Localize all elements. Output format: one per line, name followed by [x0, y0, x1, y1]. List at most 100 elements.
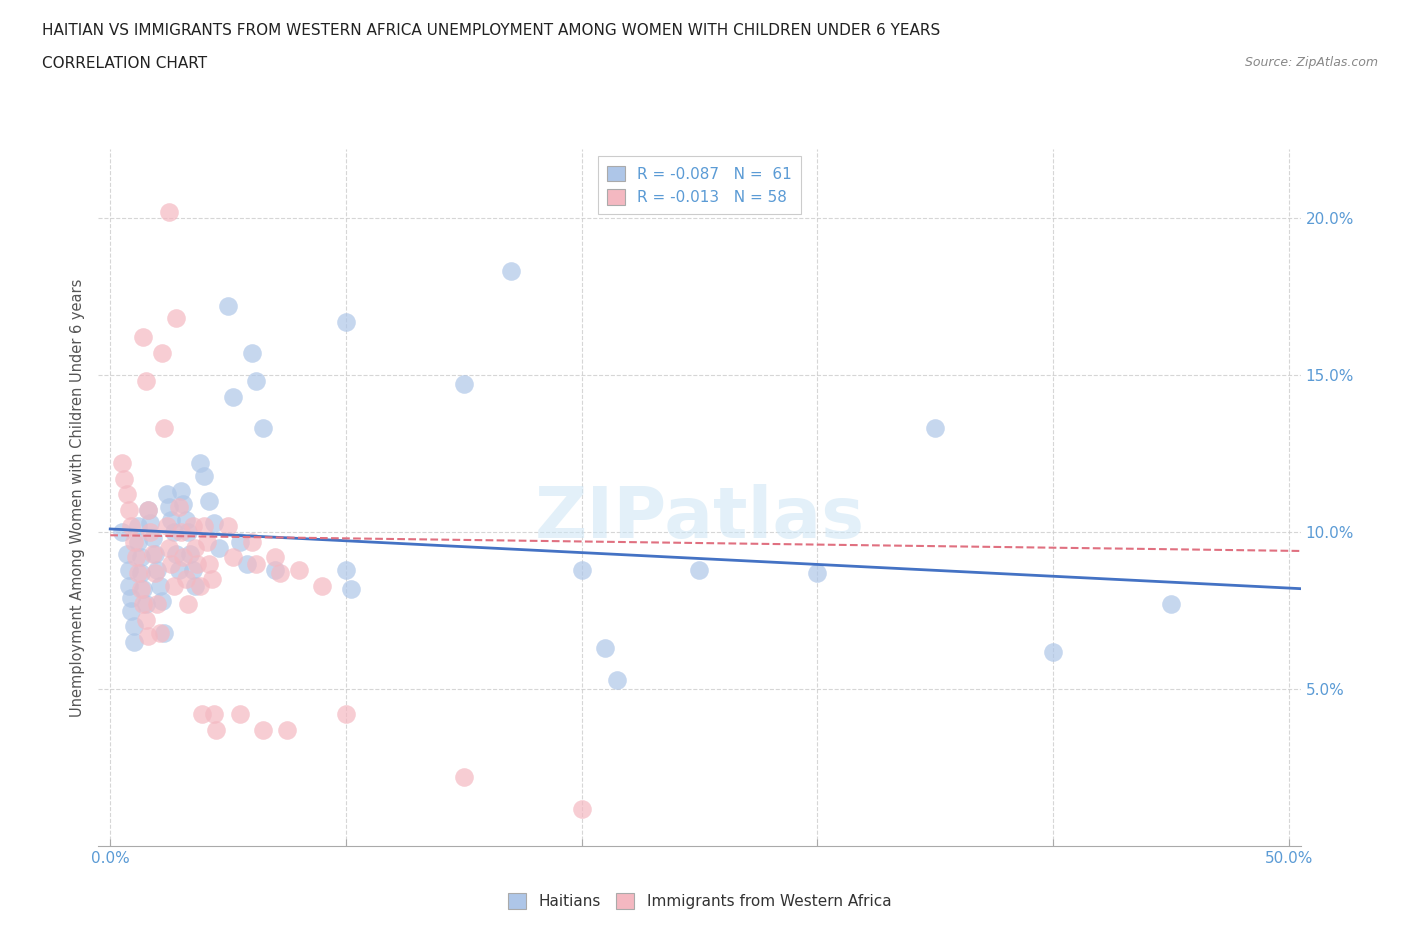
- Point: [1042, 644, 1064, 659]
- Point: [115, 487, 138, 502]
- Point: [198, 556, 221, 571]
- Point: [217, 518, 239, 533]
- Point: [128, 565, 150, 580]
- Point: [120, 518, 142, 533]
- Point: [172, 497, 194, 512]
- Point: [252, 421, 274, 436]
- Point: [112, 472, 135, 486]
- Point: [208, 540, 231, 555]
- Point: [202, 515, 225, 530]
- Point: [160, 556, 183, 571]
- Point: [142, 531, 165, 546]
- Point: [924, 421, 946, 436]
- Point: [139, 525, 162, 539]
- Point: [111, 525, 134, 539]
- Point: [571, 801, 593, 816]
- Point: [335, 707, 357, 722]
- Point: [136, 503, 159, 518]
- Point: [128, 534, 150, 549]
- Point: [177, 525, 200, 539]
- Point: [202, 707, 225, 722]
- Point: [222, 390, 245, 405]
- Point: [135, 374, 157, 389]
- Point: [156, 518, 179, 533]
- Point: [150, 346, 173, 361]
- Point: [236, 556, 259, 571]
- Point: [150, 593, 173, 608]
- Point: [229, 534, 252, 549]
- Point: [146, 597, 169, 612]
- Point: [111, 456, 134, 471]
- Point: [132, 597, 155, 612]
- Text: Source: ZipAtlas.com: Source: ZipAtlas.com: [1244, 56, 1378, 69]
- Point: [200, 572, 222, 587]
- Point: [143, 565, 166, 580]
- Point: [165, 311, 187, 325]
- Point: [118, 503, 141, 518]
- Point: [129, 565, 152, 580]
- Point: [193, 468, 215, 483]
- Point: [217, 299, 239, 313]
- Point: [245, 374, 267, 389]
- Point: [689, 563, 711, 578]
- Text: CORRELATION CHART: CORRELATION CHART: [42, 56, 207, 71]
- Point: [571, 563, 593, 578]
- Point: [170, 525, 193, 539]
- Point: [287, 563, 309, 578]
- Point: [157, 205, 180, 219]
- Point: [160, 512, 183, 527]
- Point: [129, 581, 152, 596]
- Point: [181, 518, 204, 533]
- Point: [149, 625, 172, 640]
- Point: [118, 563, 141, 578]
- Point: [240, 346, 263, 361]
- Point: [276, 723, 298, 737]
- Point: [188, 578, 211, 593]
- Point: [188, 456, 211, 471]
- Point: [122, 619, 145, 634]
- Text: ZIPatlas: ZIPatlas: [534, 484, 865, 553]
- Text: HAITIAN VS IMMIGRANTS FROM WESTERN AFRICA UNEMPLOYMENT AMONG WOMEN WITH CHILDREN: HAITIAN VS IMMIGRANTS FROM WESTERN AFRIC…: [42, 23, 941, 38]
- Point: [165, 547, 187, 562]
- Point: [156, 487, 179, 502]
- Point: [120, 591, 142, 605]
- Point: [198, 493, 221, 508]
- Point: [132, 581, 155, 596]
- Point: [499, 264, 522, 279]
- Point: [125, 550, 148, 565]
- Point: [222, 550, 245, 565]
- Point: [135, 597, 157, 612]
- Point: [146, 563, 169, 578]
- Point: [181, 563, 204, 578]
- Point: [122, 634, 145, 649]
- Point: [184, 540, 207, 555]
- Point: [184, 578, 207, 593]
- Point: [142, 547, 165, 562]
- Point: [335, 563, 357, 578]
- Point: [195, 534, 218, 549]
- Point: [240, 534, 263, 549]
- Point: [167, 499, 190, 514]
- Point: [177, 597, 200, 612]
- Point: [252, 723, 274, 737]
- Point: [172, 550, 194, 565]
- Point: [193, 518, 215, 533]
- Point: [335, 314, 357, 329]
- Point: [157, 499, 180, 514]
- Point: [163, 525, 186, 539]
- Point: [136, 629, 159, 644]
- Point: [269, 565, 291, 580]
- Point: [153, 421, 176, 436]
- Point: [139, 515, 162, 530]
- Point: [122, 534, 145, 549]
- Point: [135, 613, 157, 628]
- Point: [245, 556, 267, 571]
- Point: [174, 512, 197, 527]
- Point: [1160, 597, 1182, 612]
- Y-axis label: Unemployment Among Women with Children Under 6 years: Unemployment Among Women with Children U…: [69, 278, 84, 717]
- Point: [157, 540, 180, 555]
- Point: [205, 723, 228, 737]
- Point: [806, 565, 828, 580]
- Point: [149, 578, 172, 593]
- Point: [179, 547, 201, 562]
